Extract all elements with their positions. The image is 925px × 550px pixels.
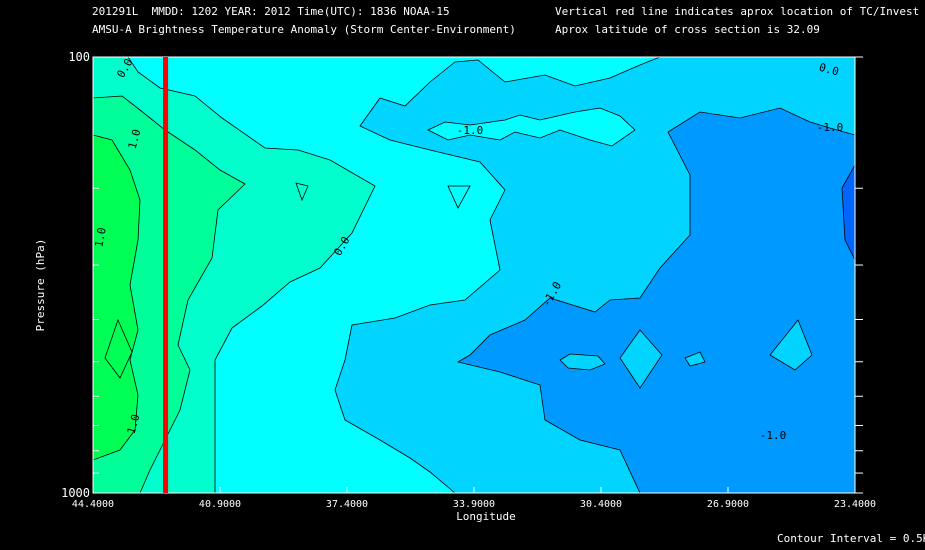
x-axis-title: Longitude [456,510,516,523]
band-lt-m1 [456,107,855,493]
x-tick-label: 23.4000 [834,499,876,510]
header-line2-left: AMSU-A Brightness Temperature Anomaly (S… [92,23,516,36]
x-tick-label: 30.4000 [580,499,622,510]
band-m1-island-b [447,185,471,209]
band-lt-m1-island-a [559,353,606,371]
contour-label: -1.0 [457,124,484,137]
x-tick-label: 40.9000 [199,499,241,510]
band-0-island [295,182,309,202]
contour-label: -1.0 [817,121,844,134]
y-tick-label: 1000 [61,486,90,500]
band-gt-1 [93,134,141,461]
contour-label: -1.0 [760,429,787,442]
x-tick-label: 37.4000 [326,499,368,510]
contour-label: 1.0 [92,226,108,248]
contour-field [93,57,855,493]
contour-label: 0.0 [818,61,841,79]
band-lt-m1_5 [841,164,855,261]
header-line1-left: 201291L MMDD: 1202 YEAR: 2012 Time(UTC):… [92,5,450,18]
band-lt-m1-island-c [684,351,706,367]
contour-label: 1.0 [126,128,144,151]
y-axis-title: Pressure (hPa) [34,239,47,332]
band-lt-m1-island-b [619,329,663,389]
x-tick-label: 44.4000 [72,499,114,510]
header-line2-right: Aprox latitude of cross section is 32.09 [555,23,820,36]
x-tick-label: 33.9000 [453,499,495,510]
band-lt-m1-island-d [769,319,813,371]
x-tick-label: 26.9000 [707,499,749,510]
band-gt-1-patch [104,318,133,379]
contour-label: 1.0 [125,413,143,436]
band-m1-island-a [427,107,636,147]
header-line1-right: Vertical red line indicates aprox locati… [555,5,920,18]
y-tick-label: 100 [68,50,90,64]
y-axis: 100 1000 [61,50,863,500]
x-axis: 44.4000 40.9000 37.4000 33.9000 30.4000 26.90… [72,487,876,510]
contour-interval-note: Contour Interval = 0.5K [777,532,925,545]
